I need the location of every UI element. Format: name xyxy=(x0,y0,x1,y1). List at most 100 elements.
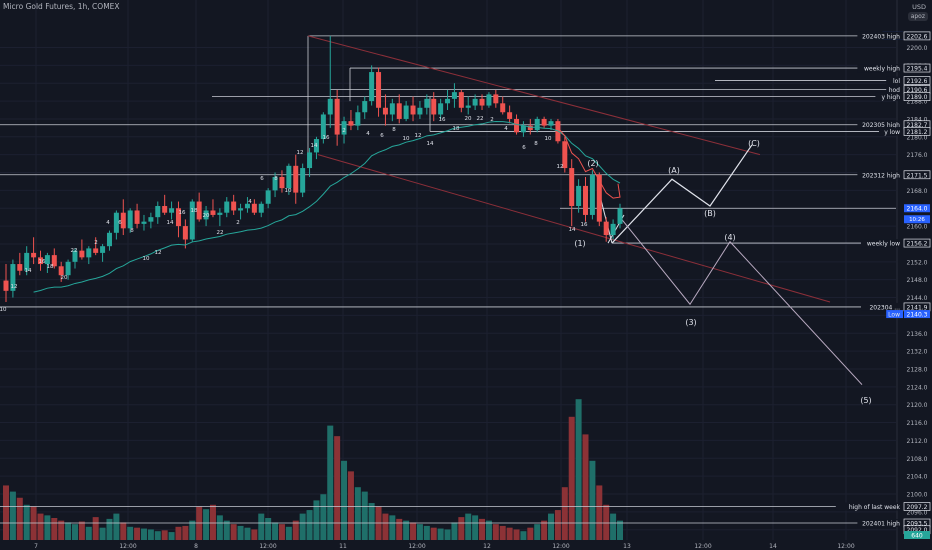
symbol-title[interactable]: Micro Gold Futures, 1h, COMEX xyxy=(3,2,120,11)
time-tick-label: 11 xyxy=(339,543,347,550)
candle-body xyxy=(334,98,340,135)
level-price-value: 2171.5 xyxy=(907,172,928,179)
wave-label: (3) xyxy=(685,318,696,327)
price-tick-label: 2096.0 xyxy=(907,509,928,516)
wave-label: (1) xyxy=(574,239,585,248)
bar-count-label: 14 xyxy=(25,268,32,274)
volume-bar xyxy=(237,525,244,540)
abc-projection xyxy=(611,144,753,244)
level-name-label: 202312 high xyxy=(862,172,900,179)
volume-bar xyxy=(492,524,499,540)
volume-bar xyxy=(506,527,513,540)
volume-bar xyxy=(472,515,479,540)
time-axis[interactable]: 7 12:00 8 12:00 11 12:00 12 12:00 13 12:00 14 12:00 xyxy=(0,540,896,550)
volume-bar xyxy=(113,513,120,540)
bar-count-label: 8 xyxy=(392,127,396,133)
bar-count-label: 22 xyxy=(71,248,78,254)
bar-count-label: 20 xyxy=(465,116,472,122)
candle-body xyxy=(362,101,368,113)
price-tick-label: 2136.0 xyxy=(907,331,928,338)
level-name-label: Low xyxy=(888,312,900,319)
volume-bar xyxy=(78,521,85,540)
volume-bar xyxy=(589,460,596,540)
bar-count-label: 8 xyxy=(274,176,278,182)
candle-body xyxy=(203,210,209,220)
bar-count-label: 18 xyxy=(47,264,54,270)
candle-body xyxy=(583,185,589,215)
currency-label[interactable]: USD xyxy=(912,3,926,11)
level-price-value: 2164.0 xyxy=(907,206,928,213)
volume-bar xyxy=(485,520,492,540)
candle-body xyxy=(120,212,126,229)
bar-count-label: 10 xyxy=(143,256,150,262)
bar-count-label: 22 xyxy=(217,230,224,236)
candle-body xyxy=(141,221,147,224)
level-price-value: 2181.2 xyxy=(907,129,928,136)
level-price-tag xyxy=(904,310,930,319)
candle-body xyxy=(300,168,306,193)
volume-bar xyxy=(313,500,320,540)
volume-bar xyxy=(278,524,285,540)
bar-count-label: 4 xyxy=(248,199,252,205)
candle-body xyxy=(458,92,464,108)
price-tick-label: 2112.0 xyxy=(907,438,928,445)
bar-count-label: 10 xyxy=(545,136,552,142)
price-tick-label: 2176.0 xyxy=(907,152,928,159)
candle-body xyxy=(396,103,402,119)
level-lines xyxy=(0,35,896,524)
volume-bar xyxy=(230,524,237,540)
volume-bar xyxy=(265,518,272,540)
time-tick-label: 12 xyxy=(483,543,491,550)
price-tick-label: 2120.0 xyxy=(907,402,928,409)
bar-count-label: 2 xyxy=(342,128,346,134)
level-name-tag xyxy=(835,502,903,511)
candle-body xyxy=(175,208,181,227)
price-tick-label: 2128.0 xyxy=(907,366,928,373)
candle-body xyxy=(286,165,292,189)
candle-body xyxy=(17,264,23,271)
countdown-label: 10:26 xyxy=(909,217,925,223)
level-name-label: 202403 high xyxy=(862,33,900,40)
level-name-tag xyxy=(879,127,903,136)
candle-body xyxy=(37,257,43,265)
candle-body xyxy=(576,185,582,207)
volume-bar xyxy=(410,522,417,540)
candle-body xyxy=(424,98,430,108)
level-name-label: lol xyxy=(893,78,900,85)
impulse-projection xyxy=(619,216,863,385)
bar-count-label: 2 xyxy=(236,220,240,226)
level-price-value: 2195.4 xyxy=(907,66,928,73)
volume-bar xyxy=(299,513,306,540)
time-tick-label: 14 xyxy=(769,543,777,550)
candle-body xyxy=(65,261,71,276)
volume-bar xyxy=(58,520,65,540)
volume-bar xyxy=(71,524,78,540)
volume-bar xyxy=(51,518,58,540)
level-price-tag xyxy=(903,127,931,136)
candle-body xyxy=(231,201,237,211)
drawings xyxy=(307,35,863,385)
price-tick-label: 2188.0 xyxy=(907,99,928,106)
candle-body xyxy=(251,203,257,213)
candle-body xyxy=(313,139,319,153)
short-ma-line xyxy=(557,127,621,199)
level-price-value: 2182.7 xyxy=(907,122,928,129)
candle-body xyxy=(320,114,326,140)
candle-body xyxy=(472,98,478,106)
candle-body xyxy=(479,98,485,106)
bar-count-label: 16 xyxy=(323,135,330,141)
candle-body xyxy=(389,103,395,115)
candle-body xyxy=(79,250,85,258)
candle-body xyxy=(562,141,568,169)
ema-line xyxy=(33,120,621,293)
price-axis[interactable]: 2200.02196.02192.02188.02184.02180.02176… xyxy=(835,0,932,550)
volume-bar xyxy=(99,527,106,540)
bar-count-label: 20 xyxy=(61,275,68,281)
bar-count-label: 6 xyxy=(380,133,384,139)
candle-body xyxy=(403,105,409,119)
candle-body xyxy=(134,210,140,224)
candle-body xyxy=(93,248,99,253)
bar-count-label: 16 xyxy=(179,210,186,216)
time-tick-label: 12:00 xyxy=(837,543,854,550)
